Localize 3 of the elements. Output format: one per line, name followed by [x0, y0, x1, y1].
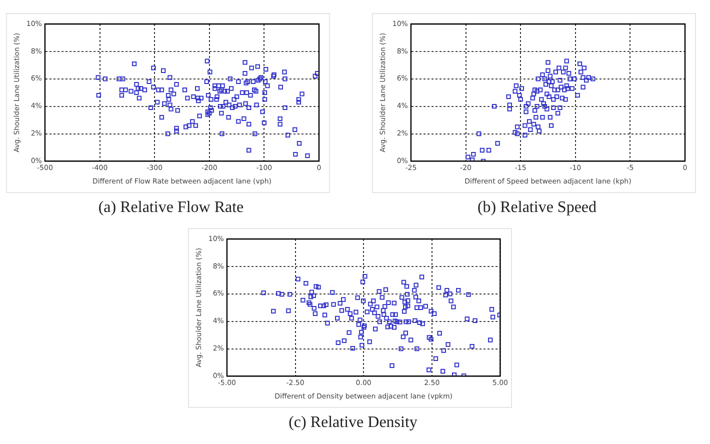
text: (c) Relative Density [288, 414, 418, 432]
text: (a) Relative Flow Rate [97, 199, 245, 217]
text: (b) Relative Speed [476, 199, 598, 217]
